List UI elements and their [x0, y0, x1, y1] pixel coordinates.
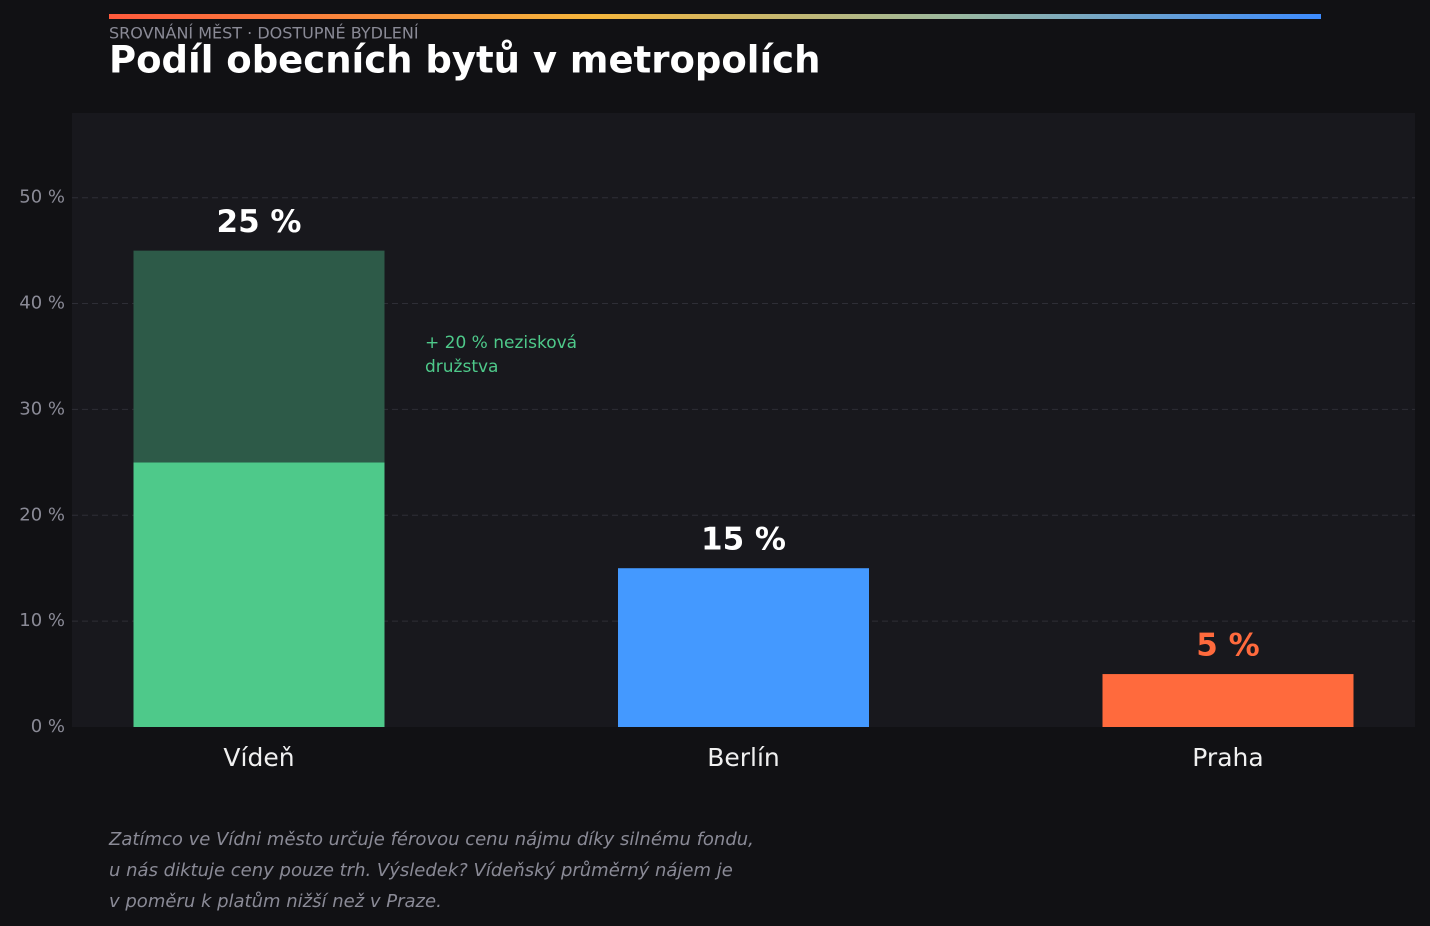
footnote-line: Zatímco ve Vídni město určuje férovou ce… [108, 829, 754, 850]
x-tick-label: Berlín [707, 743, 780, 772]
x-tick-label: Vídeň [223, 743, 294, 772]
annotation: + 20 % nezisková družstva [425, 333, 578, 377]
footnote-line: v poměru k platům nižší než v Praze. [109, 891, 442, 912]
y-tick-label: 10 % [19, 610, 65, 631]
bar-segment [133, 462, 385, 727]
value-label: 25 % [217, 204, 302, 240]
value-label: 15 % [701, 522, 786, 558]
y-tick-label: 50 % [19, 187, 65, 208]
x-tick-label: Praha [1192, 743, 1263, 772]
bar-segment [1102, 674, 1354, 727]
value-label: 5 % [1196, 628, 1259, 664]
bar-segment [133, 250, 385, 463]
y-tick-label: 0 % [31, 716, 65, 737]
chart-title: Podíl obecních bytů v metropolích [109, 39, 820, 82]
y-tick-label: 40 % [19, 293, 65, 314]
footnote-line: u nás diktuje ceny pouze trh. Výsledek? … [109, 860, 733, 881]
bar-segment [618, 568, 869, 727]
y-tick-label: 30 % [19, 398, 65, 419]
accent-bar [109, 14, 1321, 19]
y-tick-label: 20 % [19, 504, 65, 525]
kicker: SROVNÁNÍ MĚST · DOSTUPNÉ BYDLENÍ [109, 24, 419, 43]
